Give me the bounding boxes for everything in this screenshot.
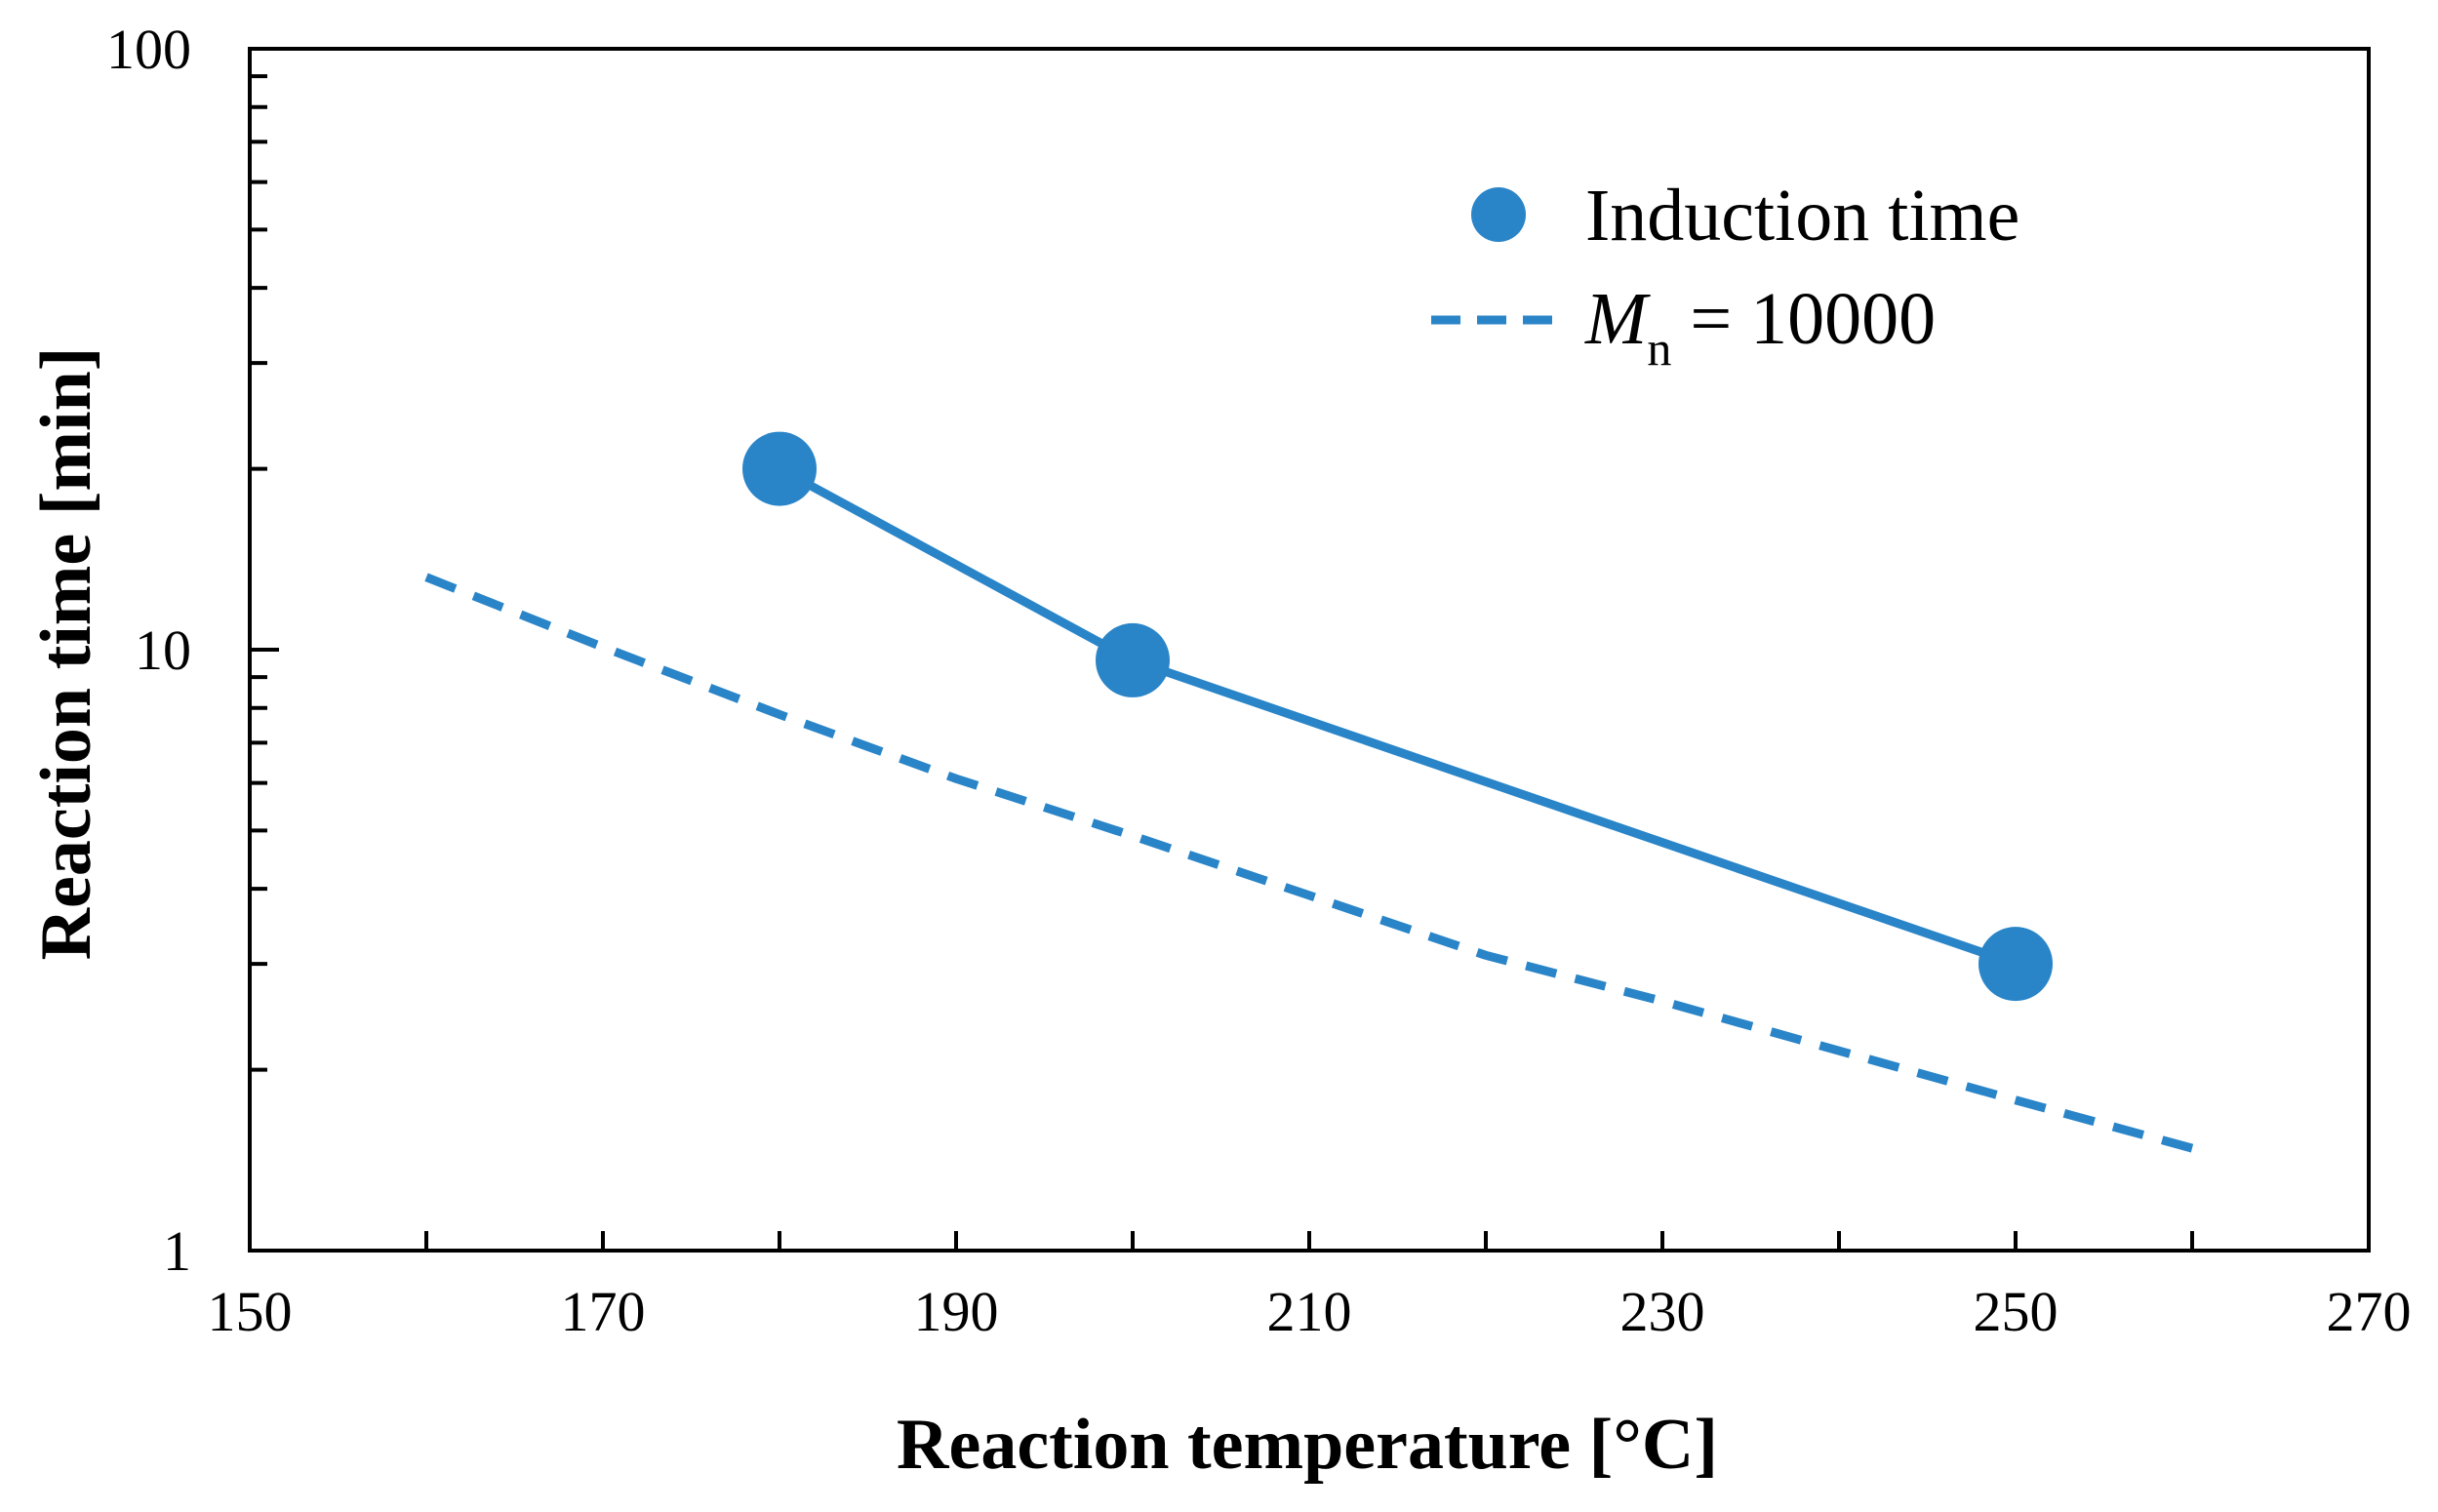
y-axis-title: Reaction time [min] xyxy=(26,347,106,961)
plot-layer xyxy=(424,431,2194,1153)
legend-label-mn: Mn = 10000 xyxy=(1584,278,1936,376)
x-tick-label: 210 xyxy=(1267,1280,1352,1343)
x-axis-title: Reaction temperature [°C] xyxy=(897,1405,1718,1485)
legend: Induction time Mn = 10000 xyxy=(1431,175,2019,376)
induction-time-point xyxy=(1978,927,2053,1002)
induction-time-line xyxy=(777,464,2018,969)
legend-label-induction: Induction time xyxy=(1585,175,2019,257)
y-tick-label: 10 xyxy=(135,618,191,682)
plot-frame xyxy=(248,47,2371,1253)
induction-time-point xyxy=(1096,622,1170,697)
induction-time-point xyxy=(742,431,817,506)
mn-10000-dashed-line xyxy=(424,573,2194,1153)
x-tick-label: 230 xyxy=(1620,1280,1705,1343)
x-tick-label: 270 xyxy=(2327,1280,2412,1343)
x-tick-label: 190 xyxy=(914,1280,999,1343)
legend-marker-induction xyxy=(1471,187,1526,242)
legend-label-mn-sub: n xyxy=(1647,321,1671,376)
legend-label-mn-main: M xyxy=(1584,278,1651,360)
y-tick-label: 1 xyxy=(163,1219,191,1283)
axis-layer: 150 170 190 210 230 250 270 1 10 100 xyxy=(106,18,2412,1343)
y-tick-label: 100 xyxy=(106,18,191,81)
x-tick-label: 150 xyxy=(208,1280,293,1343)
legend-label-mn-rest: = 10000 xyxy=(1671,278,1936,360)
x-tick-label: 250 xyxy=(1974,1280,2058,1343)
x-tick-label: 170 xyxy=(561,1280,646,1343)
